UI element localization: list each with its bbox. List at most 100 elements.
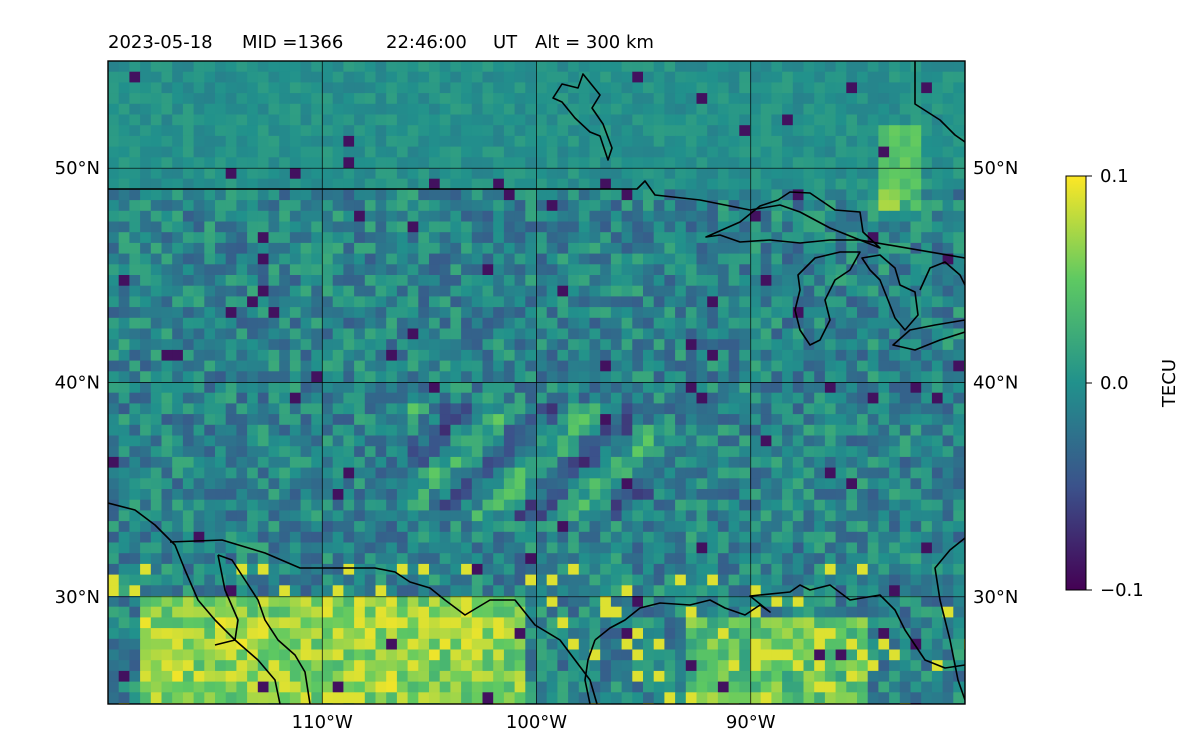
tec-cell — [653, 221, 665, 233]
tec-cell — [236, 649, 248, 661]
tec-cell — [910, 478, 922, 490]
tec-cell — [503, 649, 515, 661]
tec-cell — [311, 542, 323, 554]
tec-cell — [215, 414, 227, 426]
tec-cell — [279, 296, 291, 308]
tec-cell — [300, 189, 312, 201]
tec-cell — [418, 510, 430, 522]
tec-cell — [953, 93, 965, 105]
tec-cell — [824, 221, 836, 233]
tec-cell — [118, 114, 130, 126]
tec-cell — [396, 307, 408, 319]
tec-cell — [685, 371, 697, 383]
tec-cell — [429, 317, 441, 329]
tec-cell — [621, 253, 633, 265]
tec-cell — [728, 178, 740, 190]
tec-cell — [289, 328, 301, 340]
tec-cell — [354, 456, 366, 468]
tec-cell — [696, 510, 708, 522]
tec-cell — [707, 414, 719, 426]
tec-cell — [589, 114, 601, 126]
tec-cell — [471, 692, 483, 704]
tec-cell — [857, 317, 869, 329]
tec-cell — [204, 563, 216, 575]
tec-cell — [439, 435, 451, 447]
tec-cell — [632, 371, 644, 383]
tec-cell — [750, 446, 762, 458]
tec-cell — [514, 489, 526, 501]
tec-cell — [503, 157, 515, 169]
tec-cell — [589, 446, 601, 458]
tec-cell — [878, 638, 890, 650]
tec-cell — [707, 71, 719, 83]
tec-cell — [536, 371, 548, 383]
tec-cell — [643, 553, 655, 565]
tec-cell — [632, 542, 644, 554]
tec-cell — [418, 424, 430, 436]
tec-cell — [814, 574, 826, 586]
tec-cell — [461, 360, 473, 372]
tec-cell — [322, 178, 334, 190]
tec-cell — [429, 285, 441, 297]
tec-cell — [108, 446, 120, 458]
tec-cell — [161, 242, 173, 254]
tec-cell — [311, 178, 323, 190]
tec-cell — [803, 596, 815, 608]
tec-cell — [354, 499, 366, 511]
tec-cell — [878, 681, 890, 693]
tec-cell — [493, 553, 505, 565]
tec-cell — [546, 638, 558, 650]
tec-cell — [289, 542, 301, 554]
tec-cell — [129, 71, 141, 83]
tec-cell — [536, 71, 548, 83]
tec-cell — [782, 392, 794, 404]
tec-cell — [878, 61, 890, 73]
tec-cell — [578, 285, 590, 297]
tec-cell — [418, 478, 430, 490]
tec-cell — [396, 553, 408, 565]
tec-cell — [279, 681, 291, 693]
tec-cell — [461, 371, 473, 383]
tec-cell — [236, 71, 248, 83]
tec-cell — [364, 264, 376, 276]
tec-cell — [824, 467, 836, 479]
tec-cell — [878, 275, 890, 287]
tec-cell — [610, 499, 622, 511]
tec-cell — [696, 253, 708, 265]
tec-cell — [503, 307, 515, 319]
tec-cell — [193, 446, 205, 458]
tec-cell — [150, 328, 162, 340]
tec-cell — [760, 371, 772, 383]
tec-cell — [193, 371, 205, 383]
tec-cell — [429, 189, 441, 201]
tec-cell — [782, 125, 794, 137]
tec-cell — [568, 446, 580, 458]
tec-cell — [653, 264, 665, 276]
tec-cell — [910, 349, 922, 361]
tec-cell — [814, 71, 826, 83]
tec-cell — [322, 114, 334, 126]
tec-cell — [418, 253, 430, 265]
tec-cell — [429, 681, 441, 693]
tec-cell — [739, 93, 751, 105]
tec-cell — [493, 317, 505, 329]
tec-cell — [429, 200, 441, 212]
tec-cell — [322, 328, 334, 340]
tec-cell — [375, 456, 387, 468]
tec-cell — [215, 456, 227, 468]
tec-cell — [546, 692, 558, 704]
tec-cell — [300, 328, 312, 340]
tec-cell — [867, 339, 879, 351]
tec-cell — [236, 242, 248, 254]
tec-cell — [835, 200, 847, 212]
tec-cell — [857, 371, 869, 383]
tec-cell — [215, 242, 227, 254]
tec-cell — [878, 489, 890, 501]
tec-cell — [899, 189, 911, 201]
tec-cell — [675, 403, 687, 415]
tec-cell — [610, 531, 622, 543]
tec-cell — [889, 328, 901, 340]
tec-cell — [471, 168, 483, 180]
tec-cell — [311, 510, 323, 522]
tec-cell — [899, 392, 911, 404]
